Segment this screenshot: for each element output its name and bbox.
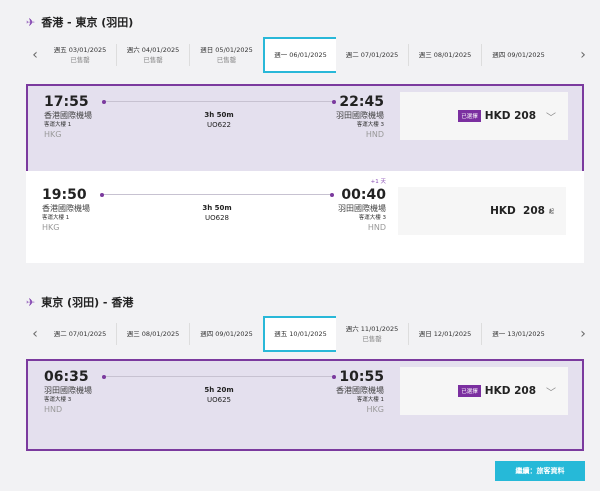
day-offset: +1 天: [370, 179, 386, 185]
continue-button[interactable]: 繼續：旅客資料: [495, 461, 585, 481]
route-line: [100, 192, 334, 197]
duration: 3h 50m: [204, 111, 234, 119]
date-option[interactable]: 週日 05/01/2025 已售罄: [200, 46, 253, 64]
date-option[interactable]: 週四 09/01/2025: [492, 51, 545, 59]
arrival-terminal: 客運大樓 3: [356, 122, 384, 128]
price: HKD 208: [484, 110, 536, 122]
arrival-airport: 香港國際機場: [336, 386, 384, 395]
date-option[interactable]: 週六 04/01/2025 已售罄: [117, 44, 190, 66]
date-option[interactable]: 週一 06/01/2025: [263, 37, 336, 73]
date-option[interactable]: 週五 03/01/2025 已售罄: [44, 44, 117, 66]
flight-number: UO622: [207, 121, 231, 129]
price-suffix: 起: [548, 208, 554, 215]
date-option[interactable]: 週二 07/01/2025: [44, 323, 117, 345]
departure-terminal: 客運大樓 3: [44, 397, 72, 403]
date-option[interactable]: 週二 07/01/2025: [336, 44, 409, 66]
outbound-date-bar: ‹ 週五 03/01/2025 已售罄 週六 04/01/2025 已售罄 週日 05/0…: [26, 37, 592, 73]
flight-card[interactable]: 19:50 香港國際機場 客運大樓 1 HKG 3h 50m UO628 +1 …: [26, 171, 584, 263]
fare-selector[interactable]: 已選擇 HKD 208 ﹀: [400, 367, 568, 415]
flight-card[interactable]: 06:35 羽田國際機場 客運大樓 3 HND 5h 20m UO625 10:…: [26, 359, 584, 451]
date-option[interactable]: 週日 12/01/2025: [409, 323, 482, 345]
departure-time: 17:55: [44, 94, 89, 110]
fare-selector[interactable]: HKD 208 起: [398, 187, 566, 235]
departure-code: HKG: [44, 130, 62, 139]
outbound-title: ✈ 香港 - 東京 (羽田): [26, 15, 134, 30]
date-option[interactable]: 週三 08/01/2025: [409, 44, 482, 66]
date-option[interactable]: 週三 08/01/2025: [117, 323, 190, 345]
departure-airport: 羽田國際機場: [44, 386, 92, 395]
arrival-airport: 羽田國際機場: [338, 204, 386, 213]
departure-terminal: 客運大樓 1: [44, 122, 72, 128]
departure-terminal: 客運大樓 1: [42, 215, 70, 221]
prev-date-arrow[interactable]: ‹: [32, 326, 38, 342]
departure-code: HND: [44, 405, 63, 414]
plane-takeoff-icon: ✈: [26, 15, 36, 29]
date-option[interactable]: 週五 10/01/2025: [263, 316, 336, 352]
chevron-down-icon[interactable]: ﹀: [546, 112, 556, 124]
route-line: [102, 99, 336, 104]
arrival-code: HKG: [366, 405, 384, 414]
arrival-time: 10:55: [339, 369, 384, 385]
fare-selector[interactable]: 已選擇 HKD 208 ﹀: [400, 92, 568, 140]
prev-date-arrow[interactable]: ‹: [32, 47, 38, 63]
flight-number: UO628: [205, 214, 229, 222]
arrival-terminal: 客運大樓 3: [358, 215, 386, 221]
flight-number: UO625: [207, 396, 231, 404]
arrival-time: 22:45: [339, 94, 384, 110]
departure-airport: 香港國際機場: [42, 204, 90, 213]
date-option[interactable]: 週六 11/01/2025 已售罄: [336, 323, 409, 345]
departure-airport: 香港國際機場: [44, 111, 92, 120]
fare-badge: 已選擇: [458, 110, 481, 122]
price: HKD 208: [484, 385, 536, 397]
date-option[interactable]: 週一 13/01/2025: [492, 330, 545, 338]
price: HKD 208: [490, 205, 545, 217]
duration: 3h 50m: [202, 204, 232, 212]
flight-card[interactable]: 17:55 香港國際機場 客運大樓 1 HKG 3h 50m UO622 22:…: [26, 84, 584, 176]
plane-landing-icon: ✈: [26, 295, 36, 309]
route-line: [102, 374, 336, 379]
departure-time: 19:50: [42, 187, 87, 203]
arrival-code: HND: [365, 130, 384, 139]
arrival-code: HND: [367, 223, 386, 232]
next-date-arrow[interactable]: ›: [580, 326, 586, 342]
departure-code: HKG: [42, 223, 60, 232]
date-option[interactable]: 週四 09/01/2025: [200, 330, 253, 338]
departure-time: 06:35: [44, 369, 89, 385]
arrival-terminal: 客運大樓 1: [356, 397, 384, 403]
arrival-time: 00:40: [341, 187, 386, 203]
arrival-airport: 羽田國際機場: [336, 111, 384, 120]
next-date-arrow[interactable]: ›: [580, 47, 586, 63]
chevron-down-icon[interactable]: ﹀: [546, 387, 556, 399]
inbound-title: ✈ 東京 (羽田) - 香港: [26, 295, 134, 310]
duration: 5h 20m: [204, 386, 234, 394]
inbound-date-bar: ‹ 週二 07/01/2025 週三 08/01/2025 週四 09/01/2025…: [26, 316, 592, 352]
fare-badge: 已選擇: [458, 385, 481, 397]
